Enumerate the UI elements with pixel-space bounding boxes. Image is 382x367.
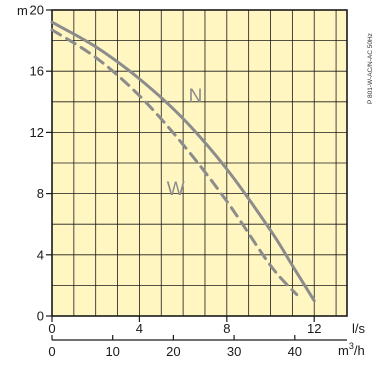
x-axis-unit-label: l/s: [352, 321, 366, 336]
y-tick-label: 4: [37, 247, 44, 262]
x2-tick-label: 40: [288, 344, 302, 359]
axes: [46, 9, 348, 341]
model-side-note: P 801-W-AC/N-AC 50Hz: [367, 33, 374, 104]
x2-tick-label: 30: [227, 344, 241, 359]
series-label-n: N: [189, 86, 203, 107]
y-tick-label: 8: [37, 186, 44, 201]
x-tick-label: 12: [307, 321, 321, 336]
y-tick-label: 12: [30, 125, 44, 140]
series-line-w: [50, 28, 299, 297]
x2-axis-unit-label: m3/h: [338, 341, 365, 358]
y-tick-label: 20: [30, 3, 44, 18]
x2-tick-label: 20: [166, 344, 180, 359]
y-tick-label: 16: [30, 64, 44, 79]
x-tick-label: 0: [48, 321, 55, 336]
x2-tick-label: 10: [105, 344, 119, 359]
series-label-w: W: [167, 179, 185, 200]
x2-tick-label: 0: [48, 344, 55, 359]
series: NW: [50, 20, 316, 303]
x2-axis-unit-superscript: 3: [349, 341, 354, 351]
y-axis-unit-label: m: [17, 3, 28, 18]
x-tick-label: 4: [136, 321, 143, 336]
tick-labels: 0 4 8 12 16 20 0 4 8 12 0 10 20 30 40: [30, 3, 322, 360]
plot-frame: [51, 9, 348, 317]
y-tick-label: 0: [37, 309, 44, 324]
x-tick-label: 8: [223, 321, 230, 336]
series-line-n: [50, 20, 316, 303]
